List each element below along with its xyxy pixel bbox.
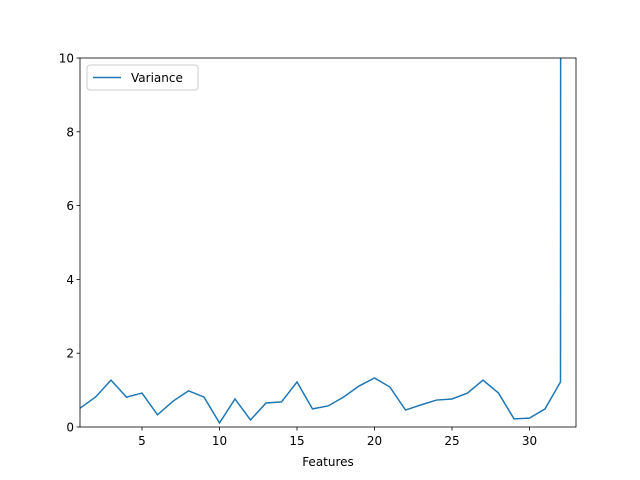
y-tick-label: 2 — [66, 347, 74, 361]
y-tick-label: 6 — [66, 199, 74, 213]
x-tick-label: 20 — [367, 434, 382, 448]
y-tick-label: 8 — [66, 125, 74, 139]
x-tick-label: 25 — [444, 434, 459, 448]
x-tick-label: 5 — [138, 434, 146, 448]
y-tick-label: 10 — [59, 52, 74, 66]
x-axis-label: Features — [302, 455, 354, 469]
legend-label: Variance — [131, 71, 183, 85]
plot-frame — [79, 57, 577, 428]
y-tick-label: 0 — [66, 421, 74, 435]
series-line — [80, 58, 562, 425]
y-tick-label: 4 — [66, 273, 74, 287]
plot-area — [80, 58, 562, 425]
x-tick-label: 30 — [522, 434, 537, 448]
x-tick-label: 15 — [289, 434, 304, 448]
x-tick-label: 10 — [212, 434, 227, 448]
legend-box — [86, 64, 199, 91]
legend: Variance — [86, 64, 199, 91]
